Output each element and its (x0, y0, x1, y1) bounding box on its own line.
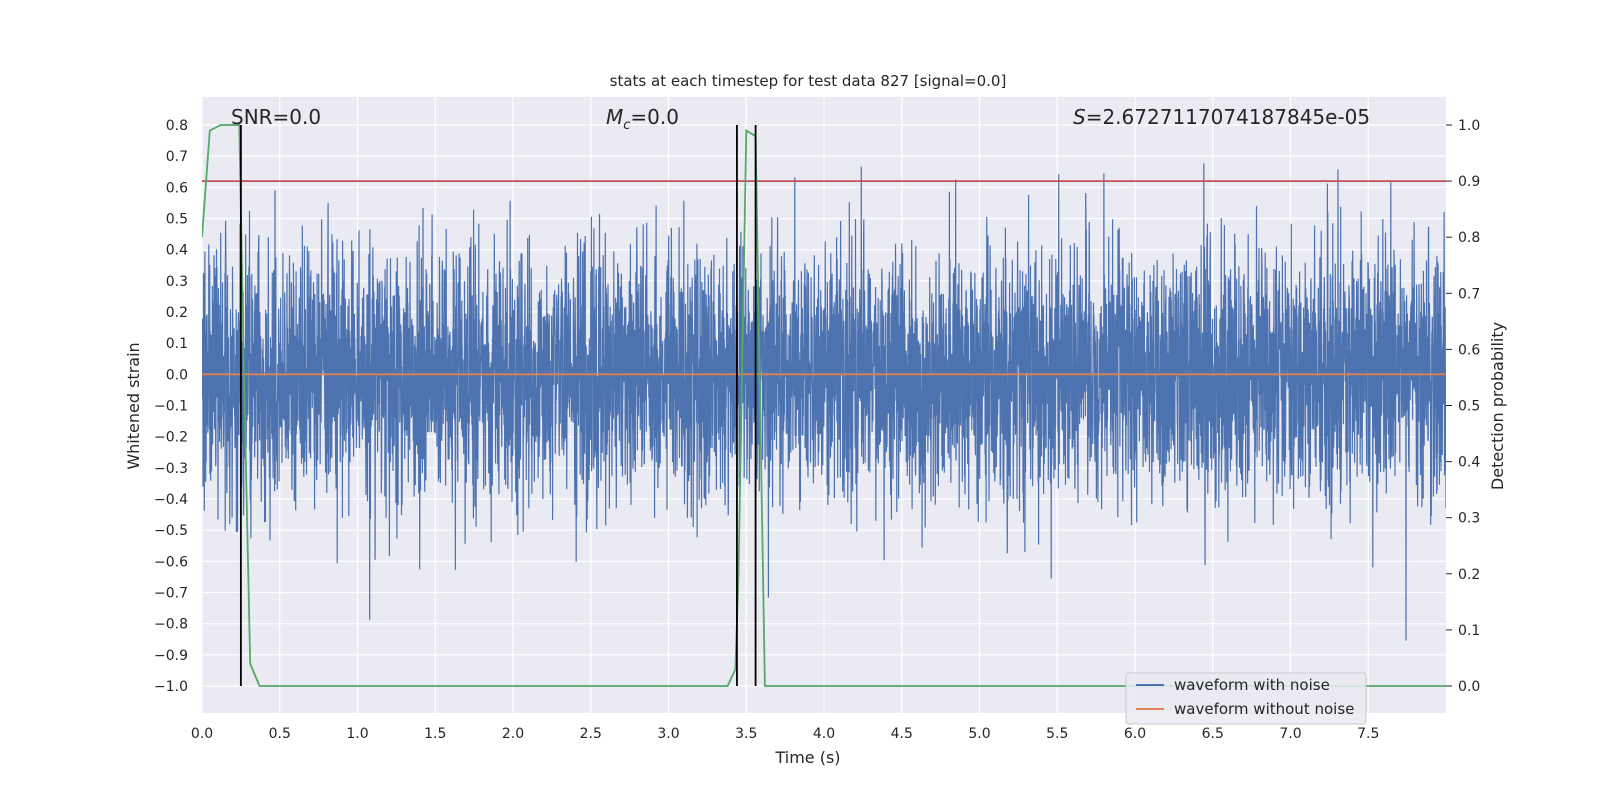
detection-probability-line (202, 124, 1446, 687)
y-tick-label: 0.1 (166, 336, 188, 352)
y-tick-label: 0.2 (166, 305, 188, 321)
y-tick-label: −1.0 (154, 679, 188, 695)
right-tick-label: 0.9 (1458, 174, 1480, 190)
score-annotation: S=2.6727117074187845e-05 (1073, 105, 1370, 129)
x-tick-label: 3.5 (735, 726, 757, 742)
x-axis-ticks: 0.0 0.5 1.0 1.5 2.0 2.5 3.0 3.5 4.0 4.5 5.0 5.5 6.0 6… (191, 726, 1380, 742)
y-tick-label: −0.7 (154, 586, 188, 602)
x-tick-label: 1.0 (346, 726, 368, 742)
y-tick-label: 0.5 (166, 212, 188, 228)
x-tick-label: 0.0 (191, 726, 213, 742)
right-tick-label: 0.8 (1458, 230, 1480, 246)
snr-annotation: SNR=0.0 (231, 105, 321, 129)
right-tick-label: 0.4 (1458, 455, 1480, 471)
y-tick-label: 0.3 (166, 274, 188, 290)
x-tick-label: 5.5 (1046, 726, 1068, 742)
legend-label-clean: waveform without noise (1174, 700, 1354, 718)
x-tick-label: 2.5 (580, 726, 602, 742)
y-tick-label: −0.8 (154, 617, 188, 633)
right-tick-label: 0.0 (1458, 679, 1480, 695)
right-tick-label: 1.0 (1458, 118, 1480, 134)
y-tick-label: −0.1 (154, 399, 188, 415)
y-tick-label: 0.0 (166, 367, 188, 383)
x-tick-label: 4.5 (891, 726, 913, 742)
y-tick-label: −0.6 (154, 554, 188, 570)
right-tick-label: 0.5 (1458, 399, 1480, 415)
right-tick-label: 0.2 (1458, 567, 1480, 583)
y-tick-label: −0.2 (154, 430, 188, 446)
right-tick-label: 0.1 (1458, 623, 1480, 639)
x-tick-label: 7.0 (1279, 726, 1301, 742)
legend-box (1125, 672, 1367, 725)
y-tick-label: 0.6 (166, 180, 188, 196)
x-tick-label: 1.5 (424, 726, 446, 742)
right-axis-ticks: 1.0 0.9 0.8 0.7 0.6 0.5 0.4 0.3 0.2 0.1 0.0 (1446, 118, 1480, 695)
x-tick-label: 2.0 (502, 726, 524, 742)
x-tick-label: 4.0 (813, 726, 835, 742)
legend: waveform with noise waveform without noi… (1125, 672, 1367, 725)
x-axis-label: Time (s) (774, 748, 840, 767)
x-tick-label: 7.5 (1357, 726, 1379, 742)
y-tick-label: −0.9 (154, 648, 188, 664)
plot-content (202, 124, 1446, 687)
y-tick-label: 0.8 (166, 118, 188, 134)
x-tick-label: 3.0 (657, 726, 679, 742)
right-tick-label: 0.3 (1458, 511, 1480, 527)
x-tick-label: 6.5 (1202, 726, 1224, 742)
chirp-mass-annotation: Mc=0.0 (606, 105, 679, 133)
y-axis-ticks: 0.8 0.7 0.6 0.5 0.4 0.3 0.2 0.1 0.0 −0.1 −0.2 −0.3 −… (154, 118, 188, 695)
x-tick-label: 5.0 (968, 726, 990, 742)
x-tick-label: 6.0 (1124, 726, 1146, 742)
x-tick-label: 0.5 (269, 726, 291, 742)
y-tick-label: 0.4 (166, 243, 188, 259)
y-tick-label: 0.7 (166, 149, 188, 165)
noisy-waveform-line (202, 163, 1446, 641)
y-axis-label: Whitened strain (124, 342, 143, 469)
chart-title: stats at each timestep for test data 827… (610, 72, 1007, 90)
y-tick-label: −0.4 (154, 492, 188, 508)
y-tick-label: −0.3 (154, 461, 188, 477)
right-tick-label: 0.6 (1458, 342, 1480, 358)
y-tick-label: −0.5 (154, 523, 188, 539)
right-tick-label: 0.7 (1458, 286, 1480, 302)
legend-label-noise: waveform with noise (1174, 676, 1330, 694)
right-axis-label: Detection probability (1488, 322, 1507, 490)
